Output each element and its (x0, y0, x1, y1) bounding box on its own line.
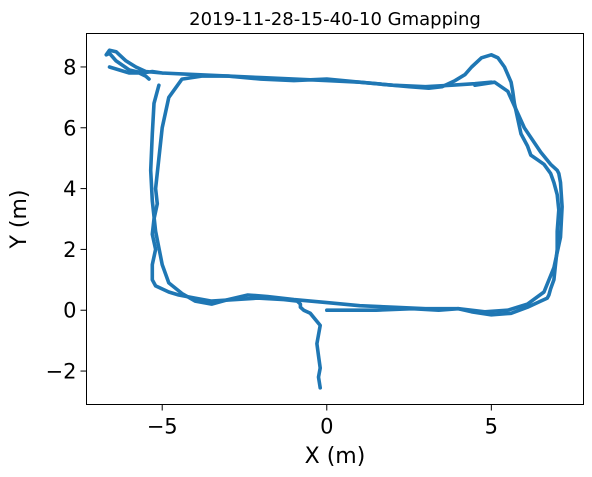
y-tick-label: −2 (46, 360, 77, 384)
ticks-layer: −5 0 5 −2 0 2 4 6 8 (46, 55, 498, 438)
y-tick-label: 0 (63, 299, 76, 323)
y-tick-label: 4 (63, 177, 76, 201)
x-axis-label: X (m) (305, 444, 366, 469)
x-tick-label: 5 (485, 415, 498, 439)
y-tick-label: 2 (63, 238, 76, 262)
series-layer (104, 48, 564, 390)
y-tick-label: 6 (63, 116, 76, 140)
trajectory-line-2 (148, 80, 564, 314)
x-tick-label: 0 (320, 415, 333, 439)
y-tick-label: 8 (63, 55, 76, 79)
trajectory-line-4 (107, 65, 151, 81)
y-axis-label: Y (m) (7, 189, 32, 249)
chart-title: 2019-11-28-15-40-10 Gmapping (189, 9, 481, 30)
plot-frame (86, 33, 584, 405)
trajectory-line-3 (104, 48, 494, 89)
x-tick-label: −5 (147, 415, 178, 439)
